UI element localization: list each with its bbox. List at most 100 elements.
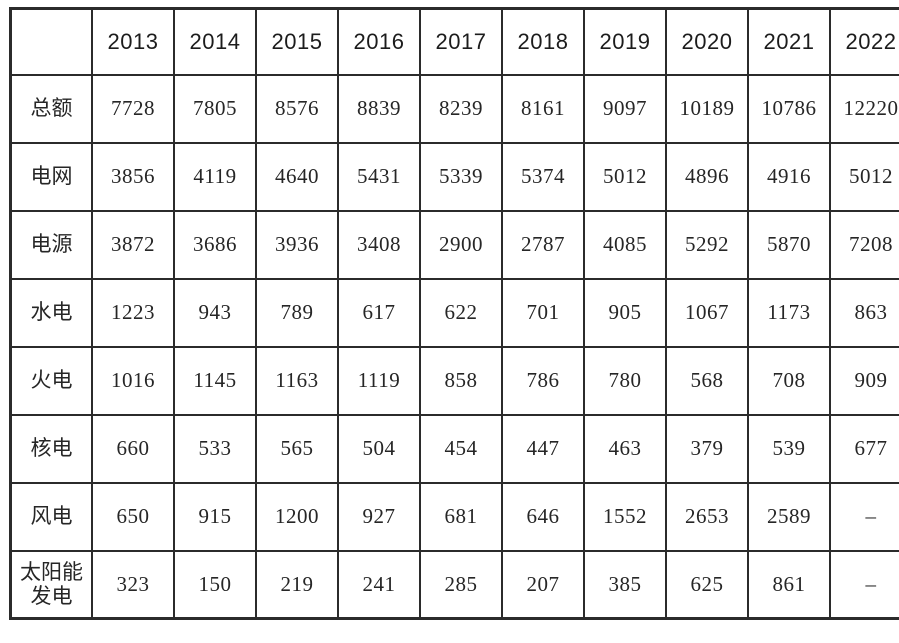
value-cell: 1552 xyxy=(583,481,667,552)
row-label-cell: 核电 xyxy=(9,413,93,484)
year-header-cell: 2017 xyxy=(419,7,503,76)
value-cell: 2900 xyxy=(419,209,503,280)
value-cell: 786 xyxy=(501,345,585,416)
value-cell: 3936 xyxy=(255,209,339,280)
value-cell: 2787 xyxy=(501,209,585,280)
value-cell: 454 xyxy=(419,413,503,484)
value-cell: – xyxy=(829,549,899,620)
row-label-cell: 太阳能发电 xyxy=(9,549,93,620)
row-label-cell: 火电 xyxy=(9,345,93,416)
table-row: 总额 7728 7805 8576 8839 8239 8161 9097 10189 10786… xyxy=(9,73,899,144)
value-cell: 905 xyxy=(583,277,667,348)
value-cell: 5870 xyxy=(747,209,831,280)
value-cell: 4085 xyxy=(583,209,667,280)
value-cell: 7728 xyxy=(91,73,175,144)
table-row: 核电 660 533 565 504 454 447 463 379 539 677 xyxy=(9,413,899,484)
year-header-cell: 2018 xyxy=(501,7,585,76)
value-cell: 241 xyxy=(337,549,421,620)
row-label-cell: 电网 xyxy=(9,141,93,212)
value-cell: 3686 xyxy=(173,209,257,280)
value-cell: 617 xyxy=(337,277,421,348)
value-cell: 858 xyxy=(419,345,503,416)
table-header: 2013 2014 2015 2016 2017 2018 2019 2020 2021 2022 xyxy=(9,7,899,76)
value-cell: 3872 xyxy=(91,209,175,280)
year-header-cell: 2016 xyxy=(337,7,421,76)
value-cell: 650 xyxy=(91,481,175,552)
value-cell: 1016 xyxy=(91,345,175,416)
corner-cell xyxy=(9,7,93,76)
value-cell: 8576 xyxy=(255,73,339,144)
value-cell: 708 xyxy=(747,345,831,416)
investment-data-table: 2013 2014 2015 2016 2017 2018 2019 2020 2021 2022… xyxy=(9,7,899,620)
value-cell: 1067 xyxy=(665,277,749,348)
value-cell: 789 xyxy=(255,277,339,348)
value-cell: 1200 xyxy=(255,481,339,552)
table-row: 电网 3856 4119 4640 5431 5339 5374 5012 4896 4916 50… xyxy=(9,141,899,212)
year-header-cell: 2014 xyxy=(173,7,257,76)
year-header-cell: 2022 xyxy=(829,7,899,76)
value-cell: 3856 xyxy=(91,141,175,212)
table-row: 太阳能发电 323 150 219 241 285 207 385 625 861– xyxy=(9,549,899,620)
value-cell: 207 xyxy=(501,549,585,620)
value-cell: 533 xyxy=(173,413,257,484)
value-cell: 7208 xyxy=(829,209,899,280)
value-cell: 447 xyxy=(501,413,585,484)
value-cell: 863 xyxy=(829,277,899,348)
value-cell: 2589 xyxy=(747,481,831,552)
value-cell: 915 xyxy=(173,481,257,552)
value-cell: – xyxy=(829,481,899,552)
value-cell: 9097 xyxy=(583,73,667,144)
value-cell: 2653 xyxy=(665,481,749,552)
value-cell: 12220 xyxy=(829,73,899,144)
value-cell: 8161 xyxy=(501,73,585,144)
value-cell: 780 xyxy=(583,345,667,416)
value-cell: 4119 xyxy=(173,141,257,212)
value-cell: 10786 xyxy=(747,73,831,144)
value-cell: 1145 xyxy=(173,345,257,416)
table-row: 水电 1223 943 789 617 622 701 905 1067 1173 863 xyxy=(9,277,899,348)
value-cell: 625 xyxy=(665,549,749,620)
value-cell: 909 xyxy=(829,345,899,416)
table-row: 火电 1016 1145 1163 1119 858 786 780 568 708 909 xyxy=(9,345,899,416)
row-label-cell: 风电 xyxy=(9,481,93,552)
value-cell: 4640 xyxy=(255,141,339,212)
value-cell: 8239 xyxy=(419,73,503,144)
value-cell: 681 xyxy=(419,481,503,552)
value-cell: 1173 xyxy=(747,277,831,348)
value-cell: 861 xyxy=(747,549,831,620)
value-cell: 927 xyxy=(337,481,421,552)
value-cell: 323 xyxy=(91,549,175,620)
value-cell: 677 xyxy=(829,413,899,484)
value-cell: 4896 xyxy=(665,141,749,212)
value-cell: 568 xyxy=(665,345,749,416)
value-cell: 701 xyxy=(501,277,585,348)
value-cell: 5374 xyxy=(501,141,585,212)
value-cell: 379 xyxy=(665,413,749,484)
value-cell: 285 xyxy=(419,549,503,620)
value-cell: 5012 xyxy=(829,141,899,212)
year-header-cell: 2019 xyxy=(583,7,667,76)
value-cell: 539 xyxy=(747,413,831,484)
value-cell: 385 xyxy=(583,549,667,620)
value-cell: 3408 xyxy=(337,209,421,280)
value-cell: 1223 xyxy=(91,277,175,348)
value-cell: 1119 xyxy=(337,345,421,416)
value-cell: 219 xyxy=(255,549,339,620)
row-label-cell: 总额 xyxy=(9,73,93,144)
year-header-cell: 2013 xyxy=(91,7,175,76)
value-cell: 8839 xyxy=(337,73,421,144)
year-header-cell: 2020 xyxy=(665,7,749,76)
value-cell: 7805 xyxy=(173,73,257,144)
header-row: 2013 2014 2015 2016 2017 2018 2019 2020 2021 2022 xyxy=(9,7,899,76)
value-cell: 5339 xyxy=(419,141,503,212)
value-cell: 4916 xyxy=(747,141,831,212)
row-label-cell: 电源 xyxy=(9,209,93,280)
value-cell: 646 xyxy=(501,481,585,552)
value-cell: 10189 xyxy=(665,73,749,144)
table-body: 总额 7728 7805 8576 8839 8239 8161 9097 10189 10786… xyxy=(9,73,899,620)
value-cell: 150 xyxy=(173,549,257,620)
year-header-cell: 2021 xyxy=(747,7,831,76)
value-cell: 504 xyxy=(337,413,421,484)
value-cell: 622 xyxy=(419,277,503,348)
value-cell: 5431 xyxy=(337,141,421,212)
